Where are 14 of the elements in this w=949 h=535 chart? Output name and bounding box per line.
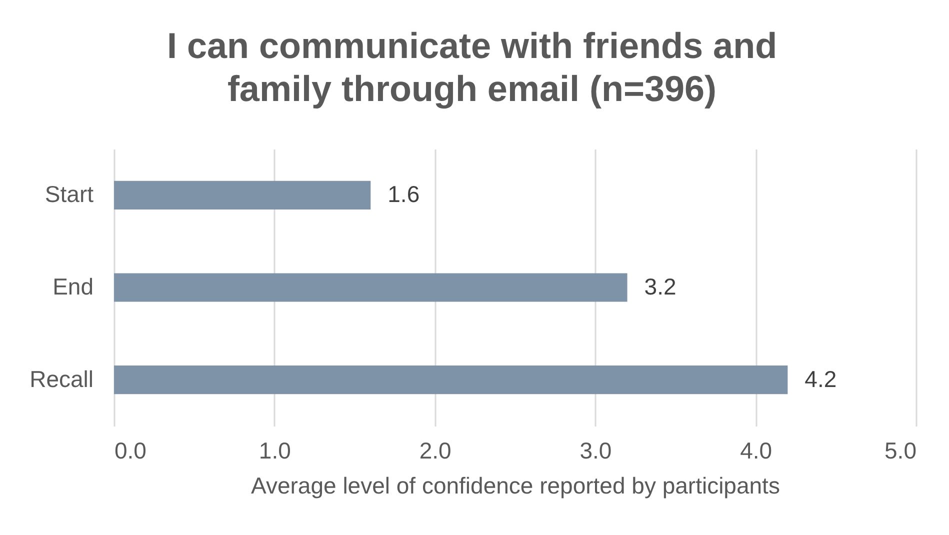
data-label: 4.2: [804, 366, 837, 392]
x-tick-label: 0.0: [114, 438, 146, 464]
chart-title: I can communicate with friends and family through email (n=396): [166, 25, 778, 109]
y-tick-label: Recall: [30, 366, 94, 392]
x-tick-label: 1.0: [258, 438, 291, 464]
x-tick-label: 5.0: [884, 438, 916, 464]
x-axis-title: Average level of confidence reported by participants: [251, 472, 780, 498]
y-tick-label: End: [52, 274, 94, 300]
x-tick-label: 3.0: [580, 438, 612, 464]
data-label: 3.2: [644, 274, 676, 300]
x-tick-label: 4.0: [740, 438, 772, 464]
x-tick-label: 2.0: [419, 438, 452, 464]
data-label: 1.6: [388, 181, 420, 208]
y-tick-label: Start: [44, 181, 94, 208]
